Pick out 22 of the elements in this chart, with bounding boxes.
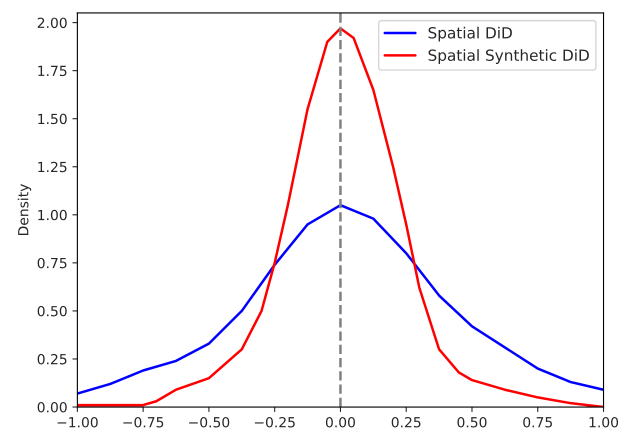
x-tick-label: −1.00 (58, 416, 98, 428)
x-tick-label: −0.75 (123, 416, 164, 428)
x-tick-label: 0.50 (457, 416, 487, 428)
y-tick-label: 2.00 (38, 18, 67, 28)
x-tick-label: 0.75 (523, 416, 552, 428)
y-tick-label: 0.00 (38, 402, 67, 412)
x-tick-label: 0.25 (392, 416, 420, 428)
x-tick-label: 0.00 (326, 416, 355, 428)
y-tick-label: 0.50 (38, 306, 67, 316)
x-tick-label: −0.25 (254, 416, 295, 428)
y-tick-label: 0.25 (38, 354, 66, 364)
x-tick-label: −0.50 (189, 416, 230, 428)
y-tick-label: 1.50 (38, 114, 67, 124)
y-tick-label: 1.25 (38, 162, 66, 172)
x-tick-label: 1.00 (590, 416, 618, 428)
legend-label: Spatial DiD (428, 26, 512, 42)
y-tick-label: 1.00 (38, 210, 67, 220)
y-tick-label: 1.75 (38, 66, 66, 76)
y-axis-title: Density (18, 184, 32, 236)
legend-label: Spatial Synthetic DiD (428, 49, 589, 64)
line-series (77, 204, 604, 395)
y-tick-label: 0.75 (38, 258, 66, 268)
